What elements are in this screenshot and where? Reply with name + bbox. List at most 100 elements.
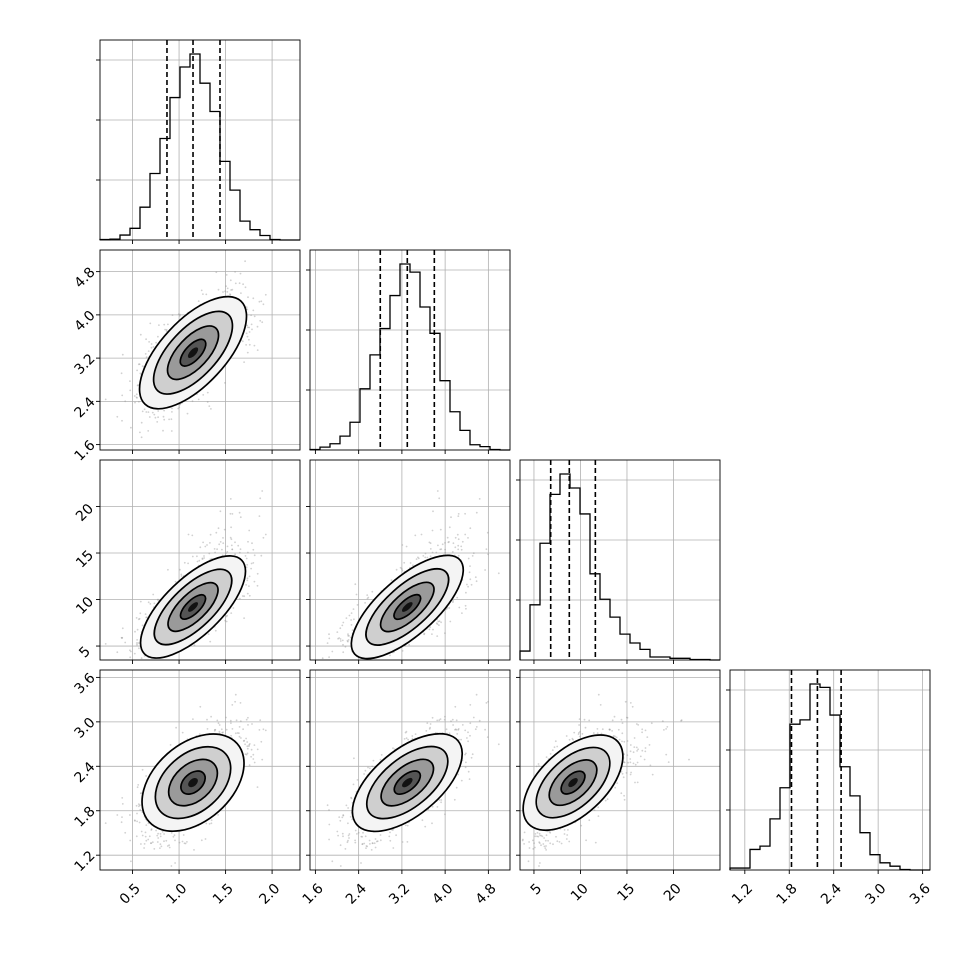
sample-point [417, 557, 420, 560]
sample-point [148, 341, 151, 343]
sample-point [120, 821, 123, 824]
sample-point [230, 538, 233, 541]
sample-point [230, 612, 233, 614]
sample-point [250, 562, 253, 565]
sample-point [244, 286, 247, 289]
sample-point [246, 308, 249, 311]
sample-point [435, 551, 438, 554]
sample-point [424, 552, 427, 555]
sample-point [256, 325, 259, 328]
sample-point [451, 551, 454, 553]
sample-point [222, 537, 224, 539]
sample-point [244, 260, 247, 263]
sample-point [163, 409, 166, 412]
sample-point [144, 831, 147, 834]
sample-point [138, 363, 141, 366]
sample-point [484, 569, 486, 571]
sample-point [321, 657, 324, 660]
sample-point [246, 592, 249, 595]
sample-point [116, 651, 119, 654]
sample-point [135, 804, 138, 807]
sample-point [167, 568, 169, 571]
panel-1-1 [306, 249, 511, 454]
sample-point [245, 344, 248, 346]
sample-point [243, 617, 246, 619]
sample-point [218, 543, 221, 546]
sample-point [478, 498, 481, 500]
sample-point [232, 607, 235, 609]
sample-point [164, 328, 167, 331]
sample-point [238, 597, 241, 600]
sample-point [439, 528, 442, 531]
sample-point [136, 628, 139, 631]
sample-point [170, 865, 173, 867]
sample-point [438, 624, 440, 627]
sample-point [256, 572, 259, 575]
sample-point [222, 291, 224, 293]
sample-point [246, 563, 249, 566]
sample-point [440, 548, 443, 551]
sample-point [225, 620, 228, 623]
sample-point [351, 629, 354, 631]
sample-point [449, 620, 452, 623]
sample-point [206, 544, 208, 546]
sample-point [226, 551, 229, 553]
sample-point [168, 418, 171, 421]
sample-point [200, 289, 203, 292]
sample-point [180, 575, 183, 577]
sample-point [168, 846, 171, 849]
sample-point [452, 542, 455, 545]
sample-point [497, 572, 500, 575]
sample-point [208, 405, 211, 407]
sample-point [237, 544, 240, 547]
sample-point [205, 822, 208, 825]
sample-point [141, 410, 144, 413]
sample-point [234, 271, 237, 273]
sample-point [144, 353, 147, 355]
sample-point [429, 542, 432, 545]
sample-point [165, 328, 168, 331]
sample-point [356, 604, 359, 606]
sample-point [135, 642, 138, 644]
sample-point [199, 546, 202, 549]
sample-point [129, 389, 132, 392]
sample-point [135, 396, 138, 399]
sample-point [179, 313, 181, 316]
sample-point [214, 629, 217, 632]
sample-point [259, 319, 262, 322]
sample-point [206, 391, 209, 394]
panel-0-0 [96, 39, 301, 244]
sample-point [444, 632, 446, 635]
sample-point [245, 718, 248, 721]
sample-point [264, 729, 267, 732]
sample-point [231, 513, 234, 515]
sample-point [264, 293, 267, 296]
sample-point [252, 297, 255, 300]
sample-point [238, 282, 241, 285]
sample-point [247, 551, 249, 554]
sample-point [429, 555, 432, 558]
sample-point [230, 289, 233, 291]
sample-point [252, 758, 255, 760]
sample-point [140, 436, 143, 439]
sample-point [155, 829, 158, 832]
sample-point [242, 283, 245, 286]
sample-point [225, 728, 228, 731]
sample-point [168, 844, 171, 847]
sample-point [432, 510, 434, 513]
sample-point [326, 642, 329, 644]
sample-point [225, 274, 228, 276]
sample-point [250, 323, 253, 326]
sample-point [202, 293, 204, 295]
sample-point [248, 575, 251, 578]
sample-point [156, 421, 159, 423]
sample-point [328, 637, 331, 640]
sample-point [252, 309, 255, 312]
sample-point [262, 303, 265, 306]
sample-point [253, 580, 256, 583]
sample-point [217, 814, 220, 816]
sample-point [181, 731, 184, 734]
sample-point [248, 326, 251, 329]
sample-point [456, 596, 459, 599]
